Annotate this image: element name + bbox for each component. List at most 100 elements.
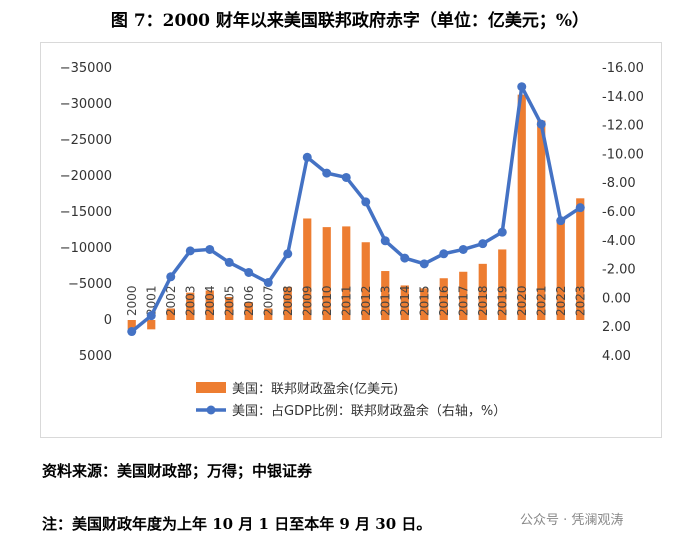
bar xyxy=(517,94,526,320)
line-point xyxy=(517,82,527,92)
footnote: 注：美国财政年度为上年 10 月 1 日至本年 9 月 30 日。 xyxy=(42,515,432,533)
x-axis-category-label: 2006 xyxy=(242,285,256,316)
line-point xyxy=(400,253,410,263)
x-axis-category-label: 2003 xyxy=(183,285,197,316)
right-axis-tick-label: 0.00 xyxy=(602,291,631,306)
line-point xyxy=(419,259,429,269)
bar xyxy=(147,320,156,330)
legend-line-marker xyxy=(206,405,216,415)
right-axis-tick-label: 2.00 xyxy=(602,320,631,335)
x-axis-category-label: 2010 xyxy=(320,285,334,316)
bar xyxy=(322,227,331,320)
left-axis-tick-label: −15000 xyxy=(60,205,112,220)
line-point xyxy=(127,327,137,337)
left-axis-tick-label: −10000 xyxy=(60,241,112,256)
bar xyxy=(244,302,253,320)
right-axis-tick-label: -8.00 xyxy=(602,176,636,191)
x-axis-category-label: 2007 xyxy=(261,285,275,316)
line-point xyxy=(341,172,351,182)
line-point xyxy=(146,311,156,321)
x-axis-category-label: 2021 xyxy=(534,285,548,316)
bar xyxy=(283,286,292,320)
x-axis-category-label: 2013 xyxy=(378,285,392,316)
line-point xyxy=(556,216,566,226)
x-axis-category-label: 2016 xyxy=(437,285,451,316)
x-axis-category-label: 2004 xyxy=(203,285,217,316)
x-axis-category-label: 2018 xyxy=(476,285,490,316)
left-axis-tick-label: 0 xyxy=(104,313,112,328)
line-point xyxy=(575,203,585,213)
bar xyxy=(576,198,585,320)
line-point xyxy=(166,272,176,282)
left-axis-tick-label: −25000 xyxy=(60,133,112,148)
left-axis-tick-label: −30000 xyxy=(60,97,112,112)
bar xyxy=(439,278,448,320)
bar xyxy=(264,308,273,320)
legend-bar-swatch xyxy=(196,382,226,393)
watermark: 公众号 · 凭澜观涛 xyxy=(520,513,624,528)
x-axis-category-label: 2011 xyxy=(339,285,353,316)
legend-bar-label: 美国：联邦财政盈余(亿美元) xyxy=(232,381,398,397)
right-axis-tick-label: -10.00 xyxy=(602,147,644,162)
right-axis-tick-label: -14.00 xyxy=(602,90,644,105)
line-point xyxy=(458,244,468,254)
line-point xyxy=(536,119,546,129)
x-axis-category-label: 2012 xyxy=(359,285,373,316)
x-axis-category-label: 2005 xyxy=(222,285,236,316)
line-point xyxy=(380,236,390,246)
bar xyxy=(127,320,136,330)
right-axis-tick-label: -2.00 xyxy=(602,263,636,278)
x-axis-category-label: 2023 xyxy=(573,285,587,316)
line-point xyxy=(283,249,293,259)
left-axis-tick-label: −5000 xyxy=(68,277,112,292)
bar xyxy=(400,285,409,320)
right-axis-tick-label: -6.00 xyxy=(602,205,636,220)
x-axis-category-label: 2000 xyxy=(125,285,139,316)
line-point xyxy=(205,244,215,254)
line-point xyxy=(302,152,312,162)
line-point xyxy=(185,246,195,256)
bar xyxy=(537,120,546,320)
bar xyxy=(478,263,487,320)
left-axis-tick-label: −20000 xyxy=(60,169,112,184)
x-axis-category-label: 2009 xyxy=(300,285,314,316)
line-point xyxy=(244,267,254,277)
chart-title: 图 7：2000 财年以来美国联邦政府赤字（单位：亿美元；%） xyxy=(110,11,590,31)
x-axis-category-label: 2022 xyxy=(554,285,568,316)
legend-line-label: 美国：占GDP比例：联邦财政盈余（右轴，%） xyxy=(232,403,506,419)
bar xyxy=(498,249,507,320)
right-axis-tick-label: 4.00 xyxy=(602,349,631,364)
line-point xyxy=(361,197,371,207)
right-axis-tick-label: -16.00 xyxy=(602,61,644,76)
left-axis-tick-label: 5000 xyxy=(79,349,112,364)
line-point xyxy=(224,257,234,267)
bar xyxy=(225,296,234,320)
bar xyxy=(556,220,565,320)
x-axis-category-label: 2020 xyxy=(515,285,529,316)
x-axis-category-label: 2017 xyxy=(456,285,470,316)
x-axis-category-label: 2008 xyxy=(281,285,295,316)
line-point xyxy=(322,168,332,178)
source-note: 资料来源：美国财政部；万得；中银证券 xyxy=(42,462,313,480)
line-point xyxy=(263,278,273,288)
right-axis-tick-label: -4.00 xyxy=(602,234,636,249)
bar xyxy=(381,271,390,320)
bar xyxy=(459,271,468,320)
bar xyxy=(186,292,195,320)
line-series xyxy=(130,84,582,333)
line-point xyxy=(439,249,449,259)
bar xyxy=(420,288,429,320)
x-axis-category-label: 2019 xyxy=(495,285,509,316)
x-axis-category-label: 2002 xyxy=(164,285,178,316)
bar xyxy=(361,242,370,320)
left-axis-tick-label: −35000 xyxy=(60,61,112,76)
line-point xyxy=(497,227,507,237)
right-axis-tick-label: -12.00 xyxy=(602,119,644,134)
chart-frame xyxy=(40,42,662,438)
bar xyxy=(166,308,175,320)
x-axis-category-label: 2015 xyxy=(417,285,431,316)
x-axis-category-label: 2014 xyxy=(398,285,412,316)
bar xyxy=(342,226,351,320)
bar xyxy=(303,218,312,320)
